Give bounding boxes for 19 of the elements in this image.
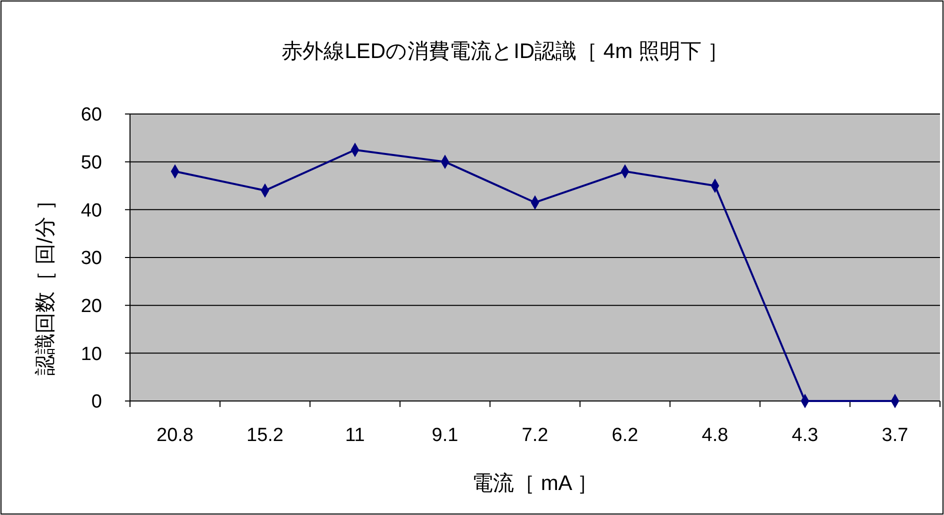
y-tick-label: 50 — [80, 152, 102, 174]
y-tick-label: 0 — [91, 392, 102, 413]
chart-title: 赤外線LEDの消費電流とID認識［ 4m 照明下 ］ — [282, 40, 728, 63]
x-tick-label: 20.8 — [156, 425, 194, 446]
x-axis-title: 電流［ mA ］ — [472, 472, 598, 495]
y-tick-label: 60 — [80, 104, 102, 126]
y-axis-title: 認識回数［ 回/分 ］ — [34, 190, 57, 376]
x-tick-label: 3.7 — [882, 425, 908, 446]
y-tick-label: 20 — [80, 296, 102, 317]
y-tick-label: 40 — [80, 200, 102, 222]
x-tick-label: 4.8 — [702, 425, 728, 446]
x-tick-label: 15.2 — [246, 425, 284, 446]
x-tick-label: 4.3 — [792, 425, 818, 446]
x-tick-label: 7.2 — [522, 425, 548, 446]
y-tick-label: 30 — [80, 248, 102, 270]
x-tick-label: 6.2 — [612, 425, 638, 446]
x-tick-label: 11 — [345, 425, 365, 446]
x-tick-label: 9.1 — [432, 425, 458, 446]
y-tick-label: 10 — [80, 344, 102, 365]
